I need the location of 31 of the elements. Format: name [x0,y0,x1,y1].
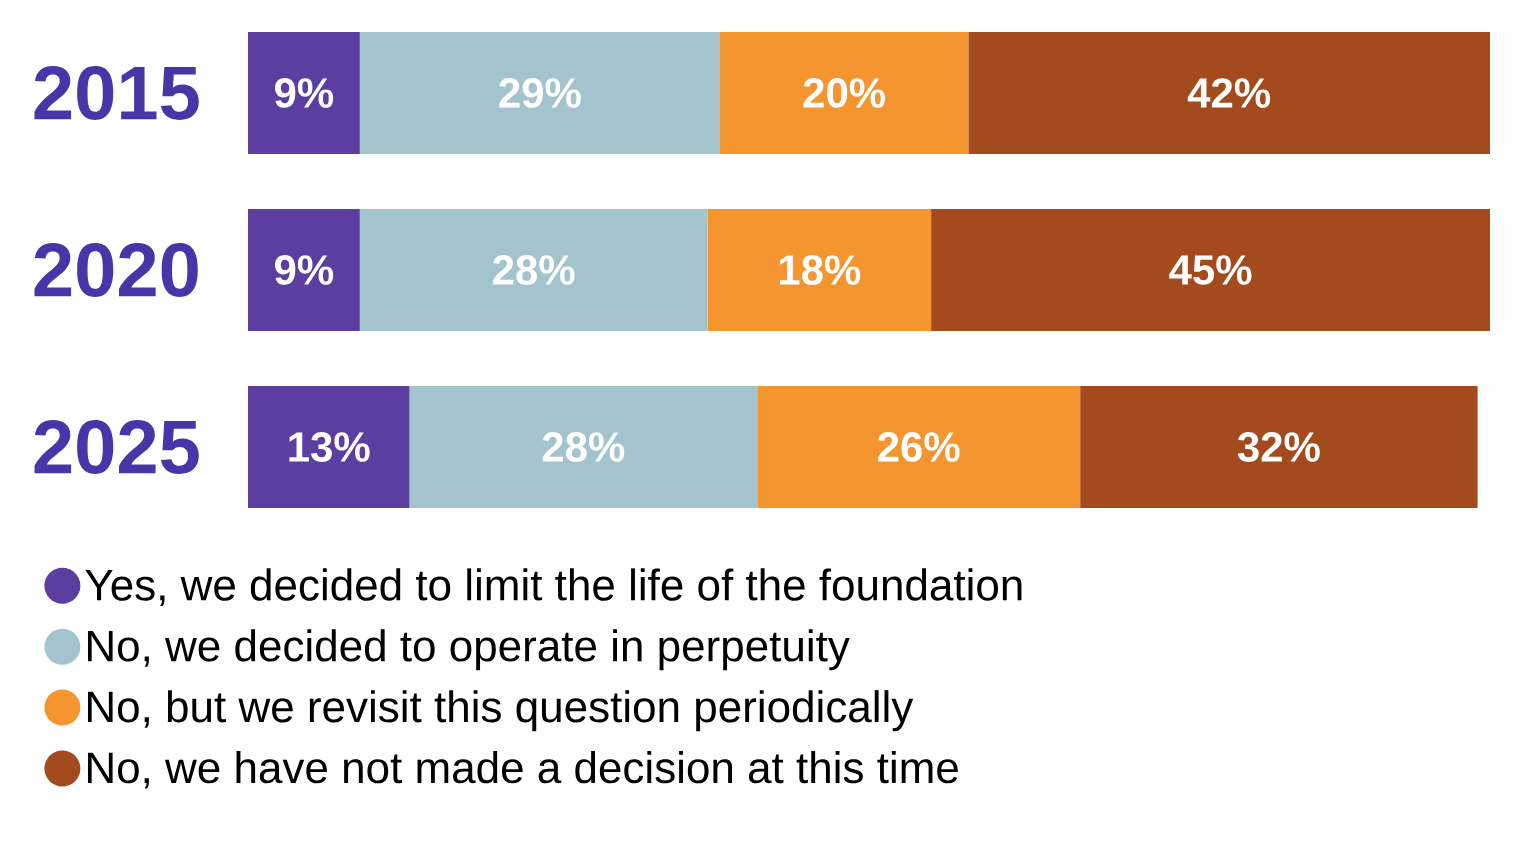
legend-label: No, but we revisit this question periodically [87,690,914,732]
data-label: 26% [878,432,960,462]
bar [757,386,1081,509]
y-tick-label: 2020 [34,243,198,297]
bar [968,32,1491,154]
data-label: 28% [493,255,575,285]
bar [248,209,360,331]
bar [409,386,758,509]
bar [931,209,1491,331]
data-label: 9% [274,255,334,285]
bar [248,32,360,154]
data-label: 29% [499,78,581,108]
legend-label: No, we have not made a decision at this time [87,751,958,789]
data-label: 18% [779,255,861,285]
data-label: 28% [542,432,625,462]
data-label: 13% [289,432,370,462]
y-tick-label: 2025 [34,420,199,474]
data-label: 45% [1169,255,1252,285]
bar [359,32,720,154]
data-label: 9% [274,78,334,108]
legend-label: Yes, we decided to limit the life of the foundation [85,568,1022,606]
legend-label: No, we decided to operate in perpetuity [87,629,850,671]
bar [1080,386,1478,509]
bar [248,386,410,509]
data-label: 32% [1237,432,1320,462]
y-tick-label: 2015 [34,66,199,120]
bar [719,32,969,154]
bar [359,209,708,331]
bar [707,209,932,331]
data-label: 20% [803,78,886,108]
data-label: 42% [1187,78,1271,108]
